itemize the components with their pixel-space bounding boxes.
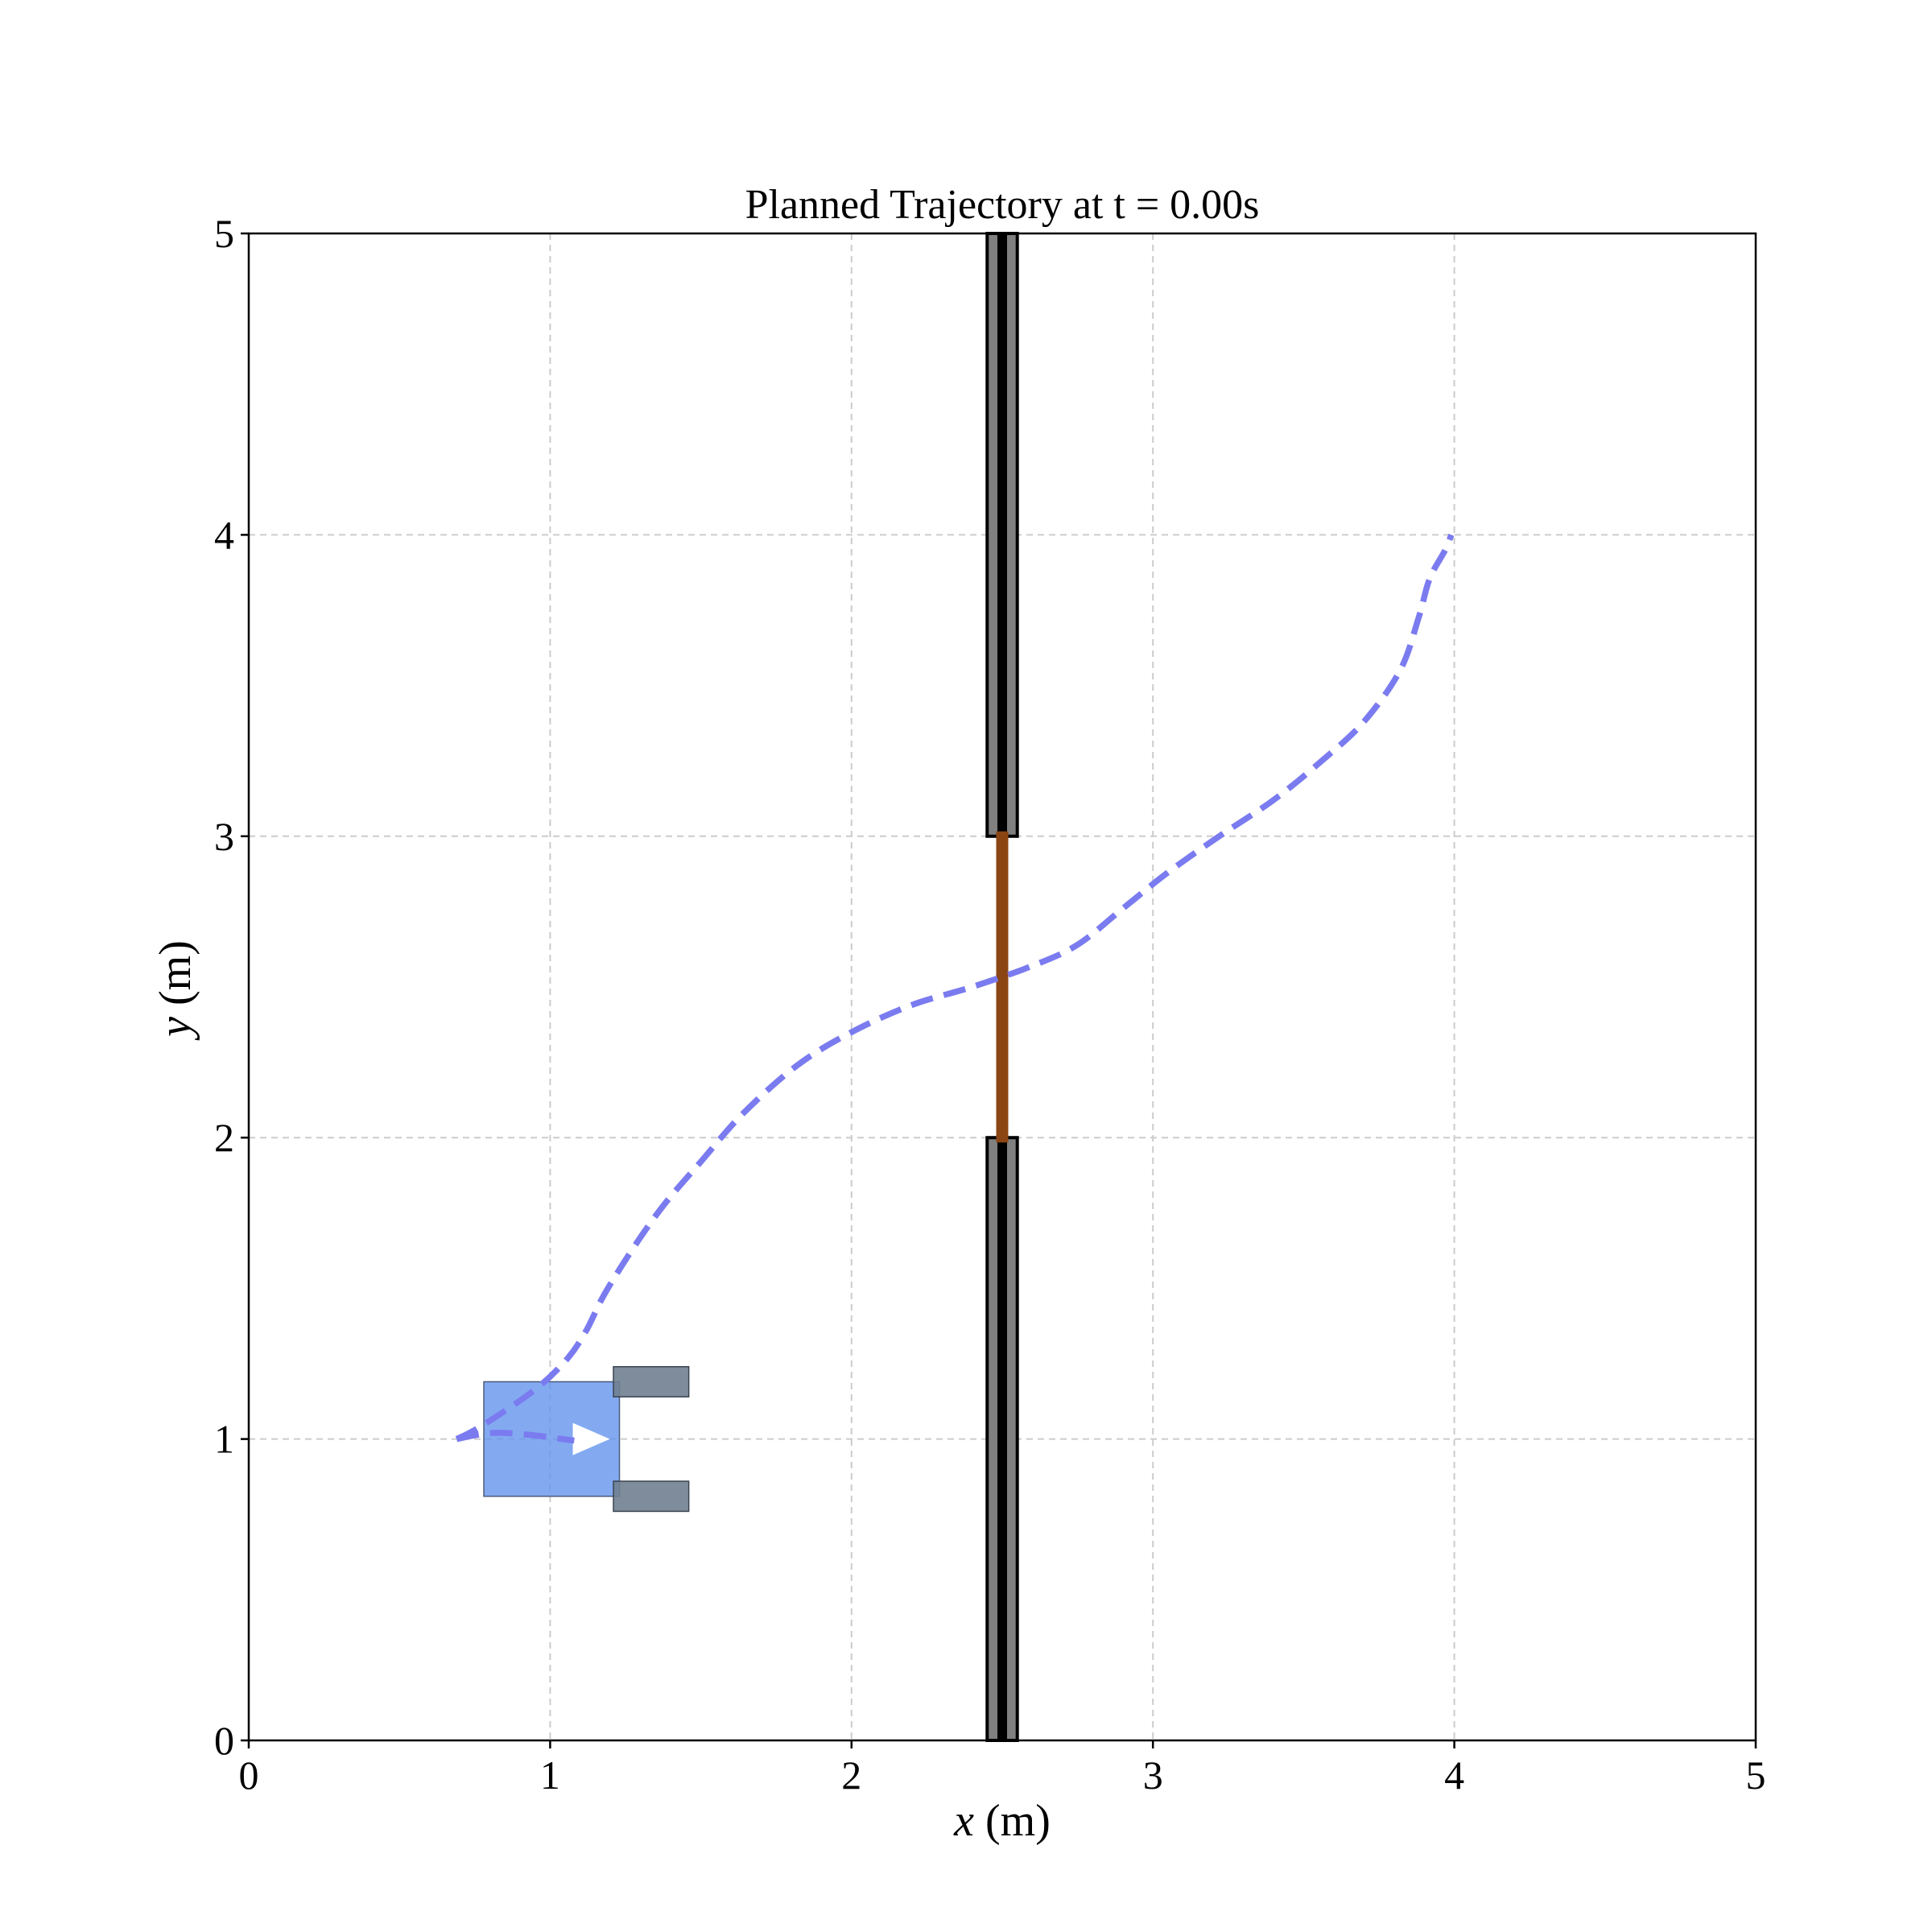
x-tick-label: 3 — [1143, 1752, 1163, 1798]
y-axis-label-unit: (m) — [151, 940, 200, 1017]
chart-title: Planned Trajectory at t = 0.00s — [745, 182, 1260, 228]
y-axis-label: y (m) — [151, 940, 200, 1041]
ticks: 0 1 2 3 4 5 0 1 2 3 4 5 — [214, 211, 1766, 1798]
y-tick-label: 5 — [214, 211, 234, 256]
y-tick-label: 4 — [214, 512, 234, 557]
x-axis-label-unit: (m) — [974, 1796, 1051, 1846]
trajectory-line — [455, 534, 1455, 1442]
x-tick-label: 2 — [841, 1752, 861, 1798]
robot — [483, 1365, 690, 1513]
y-tick-label: 1 — [214, 1417, 234, 1462]
x-axis-label-var: x — [953, 1796, 974, 1846]
y-axis-label-var: y — [151, 1017, 200, 1041]
walls — [985, 232, 1019, 1742]
wall-core — [997, 1137, 1007, 1740]
x-tick-label: 1 — [540, 1752, 560, 1798]
x-tick-label: 0 — [239, 1752, 259, 1798]
robot-gripper — [613, 1365, 690, 1397]
plot-frame — [247, 232, 1757, 1742]
robot-gripper — [613, 1480, 690, 1513]
y-tick-label: 2 — [214, 1115, 234, 1160]
x-tick-label: 4 — [1444, 1752, 1464, 1798]
x-axis-label: x (m) — [953, 1796, 1051, 1846]
trajectory-line — [456, 1430, 575, 1444]
wall-core — [997, 233, 1007, 836]
y-tick-label: 3 — [214, 814, 234, 859]
y-tick-label: 0 — [214, 1718, 234, 1763]
heading-arrow-icon — [572, 1422, 610, 1455]
x-tick-label: 5 — [1746, 1752, 1766, 1798]
trajectory — [455, 534, 1455, 1444]
